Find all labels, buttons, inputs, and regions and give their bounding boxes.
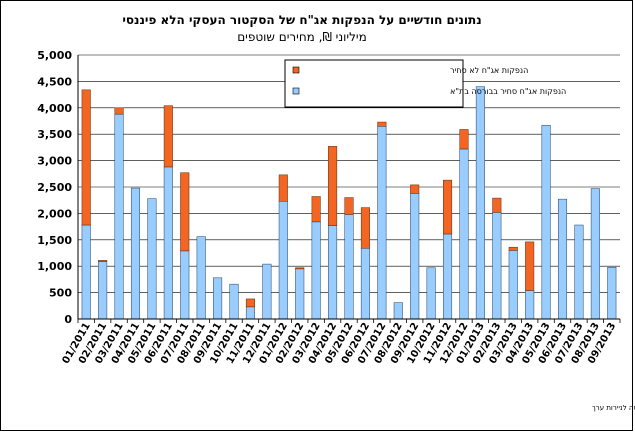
bar-listed-07/2011 xyxy=(180,250,190,320)
bar-listed-08/2012 xyxy=(393,302,403,320)
y-tick-label-1: 500 xyxy=(49,287,72,300)
bar-unlisted-01/2012 xyxy=(278,174,288,202)
bar-listed-01/2011 xyxy=(81,224,91,320)
bar-unlisted-01/2011 xyxy=(81,89,91,226)
bar-listed-01/2012 xyxy=(278,201,288,320)
bar-listed-03/2013 xyxy=(508,250,518,320)
y-tick-label-2: 1,000 xyxy=(37,260,72,273)
bar-listed-08/2013 xyxy=(590,188,600,320)
axes xyxy=(77,55,621,323)
bar-unlisted-07/2011 xyxy=(180,172,190,252)
bars xyxy=(81,86,617,320)
legend: הנפקות אג"ח לא סחיר הנפקות אג"ח סחיר בבו… xyxy=(284,59,566,108)
y-tick-label-9: 4,500 xyxy=(37,75,72,88)
bar-unlisted-11/2011 xyxy=(245,298,255,308)
bar-listed-07/2013 xyxy=(574,224,584,320)
legend-swatch-listed xyxy=(292,87,300,95)
legend-swatch-unlisted xyxy=(292,66,300,74)
bar-listed-02/2013 xyxy=(492,212,502,320)
bar-listed-10/2011 xyxy=(229,283,239,320)
y-tick-label-8: 4,000 xyxy=(37,102,72,115)
bar-listed-12/2011 xyxy=(262,263,272,320)
bar-listed-11/2012 xyxy=(443,233,453,320)
y-tick-labels: 0 500 1,000 1,500 2,000 2,500 3,000 3,500 4,000 4… xyxy=(37,49,72,326)
bar-listed-06/2012 xyxy=(360,247,370,320)
bar-listed-02/2011 xyxy=(98,261,108,320)
bar-unlisted-02/2011 xyxy=(98,260,108,262)
bar-listed-11/2011 xyxy=(245,306,255,320)
bar-unlisted-02/2012 xyxy=(295,267,305,270)
bar-listed-03/2012 xyxy=(311,221,321,320)
y-tick-label-4: 2,000 xyxy=(37,207,72,220)
bar-listed-09/2012 xyxy=(410,193,420,320)
bar-unlisted-09/2012 xyxy=(410,184,420,194)
bar-unlisted-07/2012 xyxy=(377,121,387,127)
y-tick-label-3: 1,500 xyxy=(37,234,72,247)
bar-listed-04/2011 xyxy=(130,187,141,320)
bar-listed-04/2012 xyxy=(328,225,338,320)
y-tick-label-10: 5,000 xyxy=(37,49,72,62)
chart-subtitle: מיליוני ₪, מחירים שוטפים xyxy=(237,30,367,44)
bar-listed-09/2011 xyxy=(213,277,223,320)
bar-unlisted-03/2011 xyxy=(114,107,124,115)
source-note: מקור נתוני אג"ח סחיר - הבורסה לניירות ער… xyxy=(592,404,635,412)
bar-listed-05/2011 xyxy=(147,198,157,320)
bar-unlisted-06/2012 xyxy=(360,207,370,249)
bar-listed-04/2013 xyxy=(525,290,535,320)
bar-listed-03/2011 xyxy=(114,113,124,320)
bar-listed-09/2013 xyxy=(607,267,617,320)
legend-label-unlisted: הנפקות אג"ח לא סחיר xyxy=(450,66,528,75)
bar-unlisted-11/2012 xyxy=(443,179,453,235)
bar-unlisted-02/2013 xyxy=(492,197,502,213)
bar-unlisted-05/2012 xyxy=(344,197,354,215)
bar-unlisted-03/2013 xyxy=(508,246,518,251)
x-tick-labels: 01/201102/201103/201104/201105/201106/20… xyxy=(61,321,619,366)
legend-label-listed: הנפקות אג"ח סחיר בבורסה בת"א xyxy=(450,87,566,96)
bar-listed-07/2012 xyxy=(377,126,387,320)
y-tick-label-0: 0 xyxy=(64,313,72,326)
bar-unlisted-04/2012 xyxy=(328,146,338,226)
bar-unlisted-04/2013 xyxy=(525,241,535,291)
chart-title: נתונים חודשיים על הנפקות אג"ח של הסקטור … xyxy=(122,13,481,27)
y-tick-label-5: 2,500 xyxy=(37,181,72,194)
bar-unlisted-03/2012 xyxy=(311,196,321,223)
bar-listed-06/2011 xyxy=(163,166,173,320)
y-tick-label-7: 3,500 xyxy=(37,128,72,141)
bar-listed-05/2013 xyxy=(541,124,551,320)
bar-listed-10/2012 xyxy=(426,267,436,320)
legend-box xyxy=(284,59,464,108)
bar-listed-06/2013 xyxy=(557,198,568,320)
bar-listed-05/2012 xyxy=(344,214,354,320)
bar-listed-08/2011 xyxy=(196,236,206,320)
bar-listed-01/2013 xyxy=(475,86,485,320)
bar-listed-12/2012 xyxy=(459,148,469,320)
bar-listed-02/2012 xyxy=(295,268,305,320)
bar-unlisted-06/2011 xyxy=(163,105,173,168)
bar-unlisted-12/2012 xyxy=(459,129,469,150)
y-tick-label-6: 3,000 xyxy=(37,155,72,168)
